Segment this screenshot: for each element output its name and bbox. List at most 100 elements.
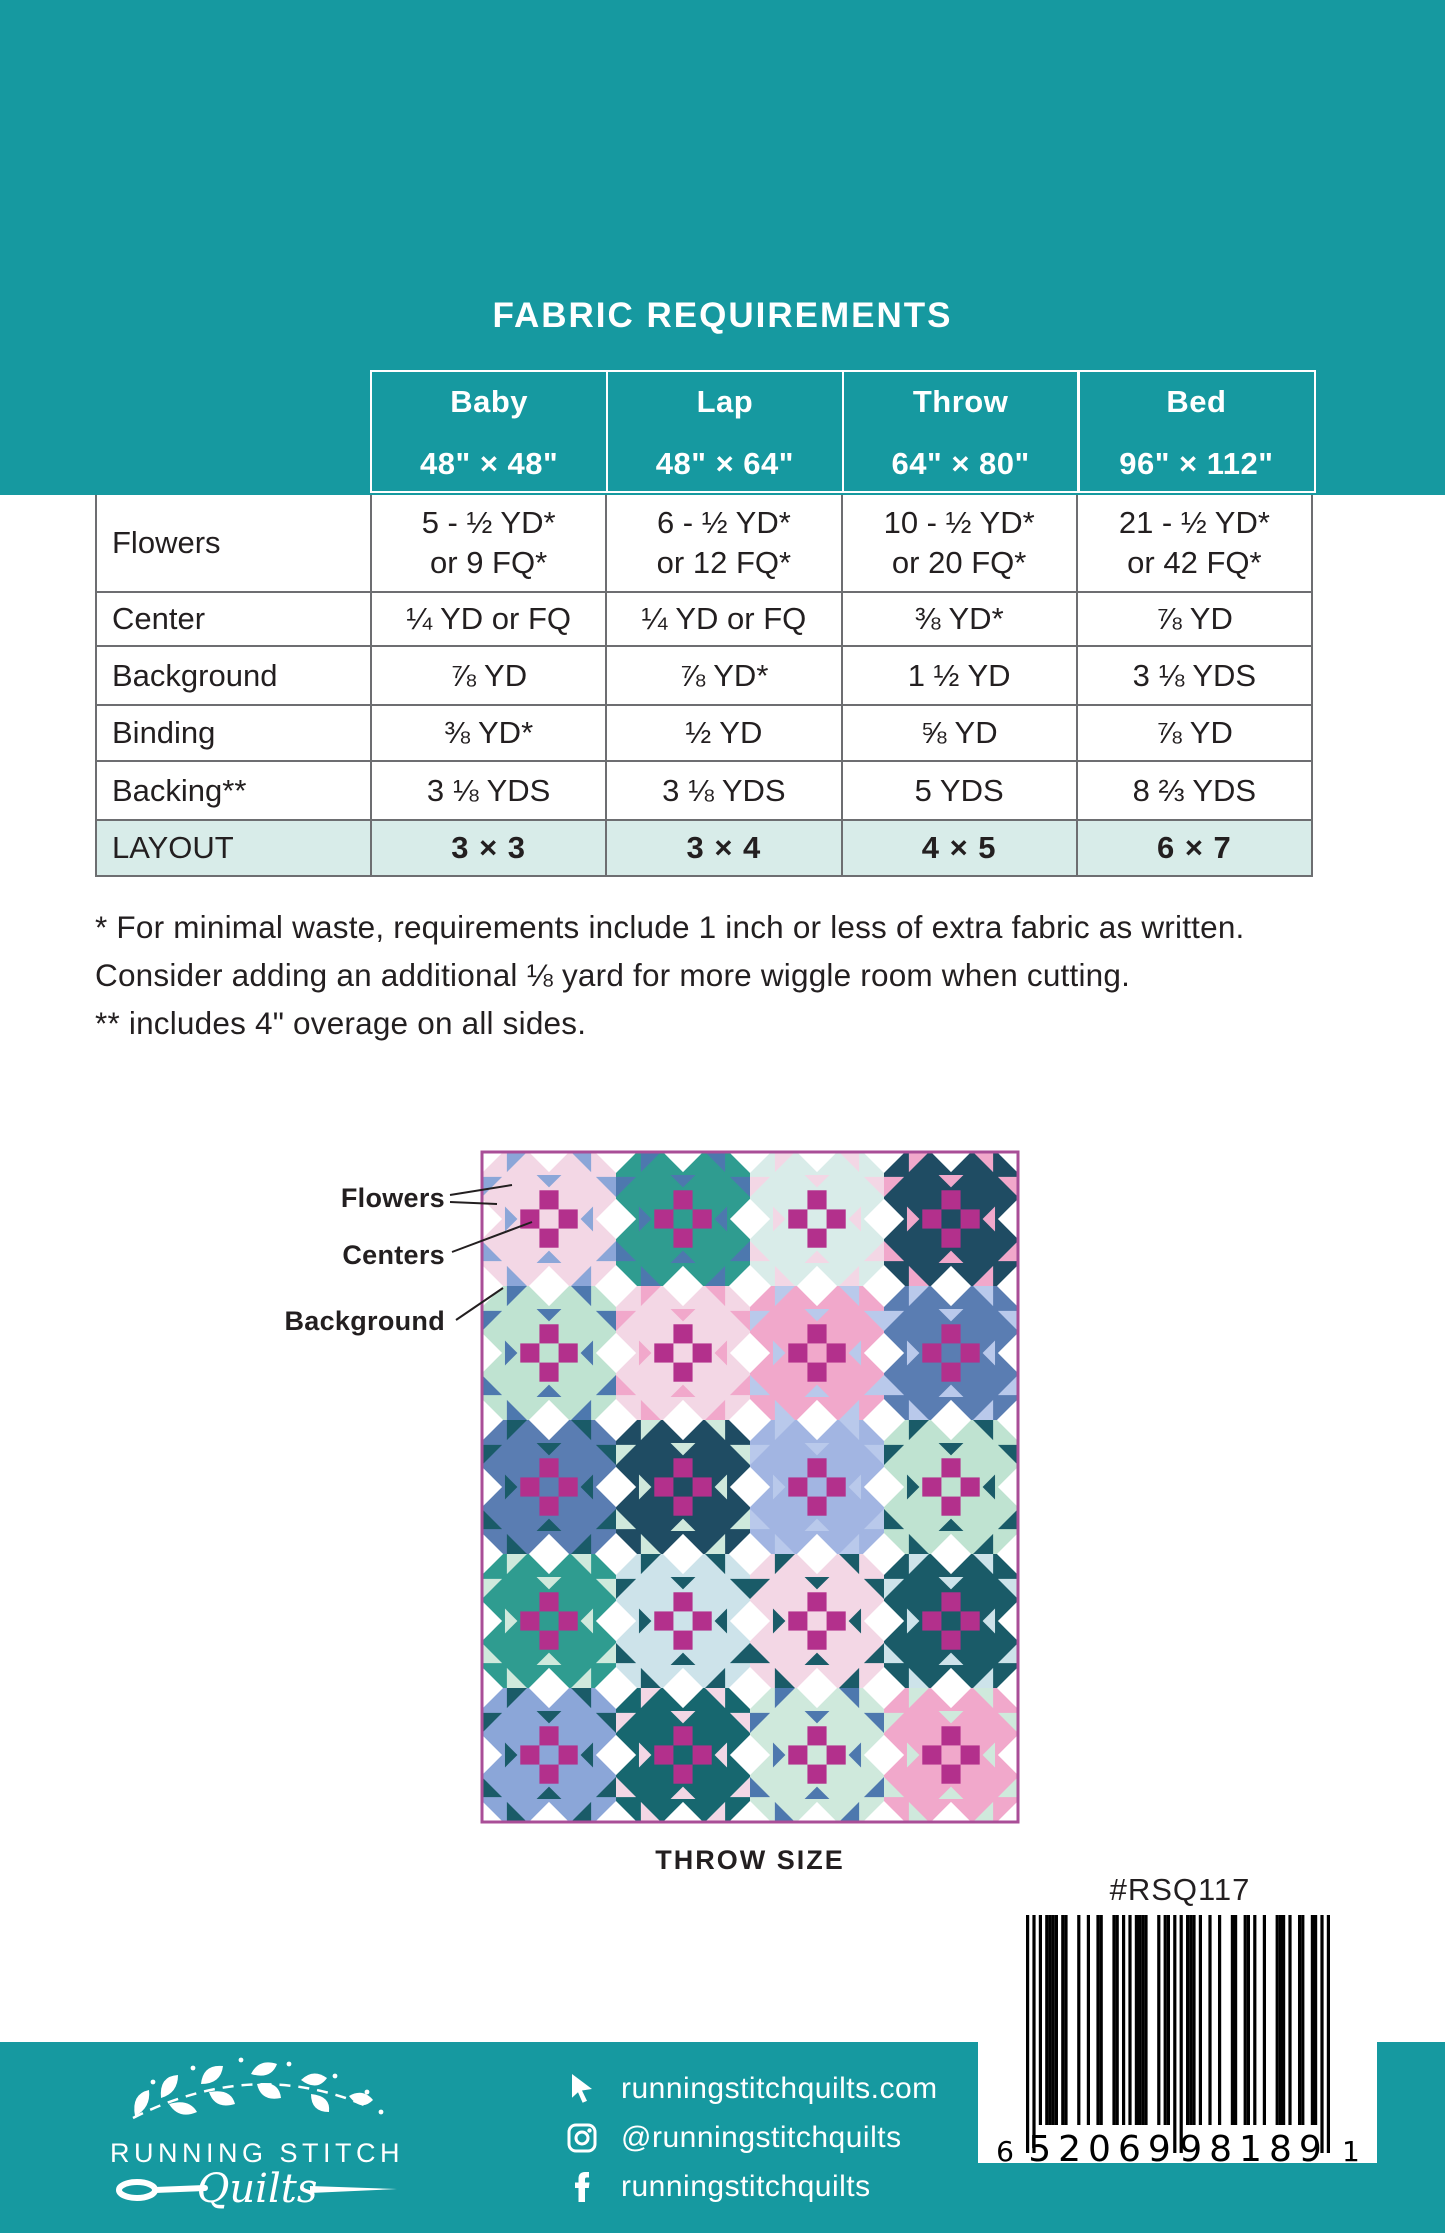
accent-triangle: [729, 1777, 750, 1798]
barcode-bar: [1282, 1915, 1286, 2125]
center-square: [654, 1477, 674, 1497]
background-notch: [750, 1466, 771, 1508]
background-notch: [930, 1688, 972, 1709]
barcode-bar: [1166, 1915, 1170, 2125]
row-label: LAYOUT: [97, 821, 372, 877]
accent-triangle: [536, 1384, 562, 1398]
center-square: [788, 1209, 808, 1229]
accent-triangle: [804, 1442, 830, 1456]
pointer-line: [451, 1221, 533, 1253]
background-notch: [750, 1332, 771, 1374]
center-square: [807, 1630, 827, 1650]
accent-triangle: [595, 1444, 616, 1465]
background-notch: [482, 1332, 503, 1374]
accent-triangle: [714, 1742, 728, 1768]
cell-value: 21 - ½ YD* or 42 FQ*: [1077, 495, 1313, 593]
row-label: Background: [97, 647, 372, 706]
flower-petals: [616, 1688, 750, 1822]
accent-triangle: [863, 1643, 884, 1664]
accent-triangle: [938, 1786, 964, 1800]
accent-triangle: [804, 1174, 830, 1188]
accent-triangle: [750, 1509, 771, 1530]
barcode-panel: [978, 1908, 1377, 2163]
accent-triangle: [848, 1340, 862, 1366]
accent-triangle: [750, 1375, 771, 1396]
accent-triangle: [536, 1308, 562, 1322]
center-square: [539, 1764, 559, 1784]
background-notch: [750, 1600, 771, 1642]
cell-value: 6 × 7: [1077, 821, 1313, 877]
accent-triangle: [982, 1474, 996, 1500]
accent-triangle: [504, 1474, 518, 1500]
center-square: [941, 1458, 961, 1478]
background-notch: [930, 1533, 972, 1554]
facebook-text: runningstitchquilts: [621, 2170, 871, 2203]
background-notch: [662, 1420, 704, 1441]
row-label: Backing**: [97, 762, 372, 821]
background-notch: [482, 1734, 503, 1776]
barcode-bar: [1038, 1915, 1042, 2125]
accent-triangle: [640, 1265, 661, 1286]
accent-triangle: [997, 1176, 1018, 1197]
barcode-bar: [1048, 1915, 1052, 2125]
center-square: [807, 1228, 827, 1248]
center-square: [922, 1477, 942, 1497]
center-square: [673, 1764, 693, 1784]
accent-triangle: [906, 1474, 920, 1500]
center-square: [654, 1611, 674, 1631]
accent-triangle: [536, 1786, 562, 1800]
accent-triangle: [640, 1667, 661, 1688]
center-square: [520, 1611, 540, 1631]
accent-triangle: [804, 1308, 830, 1322]
logo-wordmark: RUNNING STITCH: [110, 2138, 404, 2168]
background-notch: [662, 1265, 704, 1286]
accent-triangle: [729, 1509, 750, 1530]
accent-triangle: [938, 1652, 964, 1666]
accent-triangle: [906, 1206, 920, 1232]
center-square: [558, 1343, 578, 1363]
center-square: [558, 1477, 578, 1497]
background-notch: [796, 1286, 838, 1307]
flower-petals: [750, 1554, 884, 1688]
barcode-left-digits: 52069: [1028, 2129, 1178, 2170]
laurel-leaves-icon: [134, 2057, 384, 2116]
flower-petals: [482, 1420, 616, 1554]
footnotes: * For minimal waste, requirements includ…: [95, 903, 1300, 1047]
background-notch: [796, 1688, 838, 1709]
background-notch: [528, 1399, 570, 1420]
center-square: [826, 1209, 846, 1229]
stitch-arc-icon: [132, 2083, 372, 2120]
background-notch: [796, 1420, 838, 1441]
table-row-center: Center ¼ YD or FQ ¼ YD or FQ ⅜ YD* ⅞ YD: [97, 593, 1313, 647]
barcode-bar: [1298, 1915, 1302, 2125]
accent-triangle: [908, 1265, 929, 1286]
barcode-bar: [1253, 1915, 1257, 2125]
barcode-bar: [1301, 1915, 1305, 2125]
accent-triangle: [504, 1340, 518, 1366]
accent-triangle: [580, 1206, 594, 1232]
accent-triangle: [670, 1308, 696, 1322]
size-dimensions: 48" × 64": [655, 446, 794, 481]
background-notch: [595, 1198, 616, 1240]
accent-triangle: [705, 1399, 726, 1420]
cell-value: ¼ YD or FQ: [372, 593, 608, 647]
accent-triangle: [982, 1742, 996, 1768]
quilt-block: [884, 1286, 1018, 1420]
background-notch: [528, 1286, 570, 1307]
accent-triangle: [804, 1786, 830, 1800]
barcode-bar: [1032, 1915, 1036, 2153]
background-notch: [662, 1533, 704, 1554]
accent-triangle: [482, 1241, 503, 1262]
center-square: [539, 1190, 559, 1210]
needle-icon: [116, 2179, 397, 2201]
accent-triangle: [839, 1399, 860, 1420]
background-notch: [884, 1332, 905, 1374]
background-notch: [796, 1533, 838, 1554]
barcode-bar: [1122, 1915, 1126, 2125]
social-links: runningstitchquilts.com @runningstitchqu…: [565, 2072, 938, 2204]
barcode-bar: [1186, 1915, 1190, 2125]
accent-triangle: [863, 1241, 884, 1262]
upc-barcode: 6 52069 98189 1: [996, 1915, 1360, 2170]
background-notch: [997, 1466, 1018, 1508]
accent-triangle: [863, 1176, 884, 1197]
